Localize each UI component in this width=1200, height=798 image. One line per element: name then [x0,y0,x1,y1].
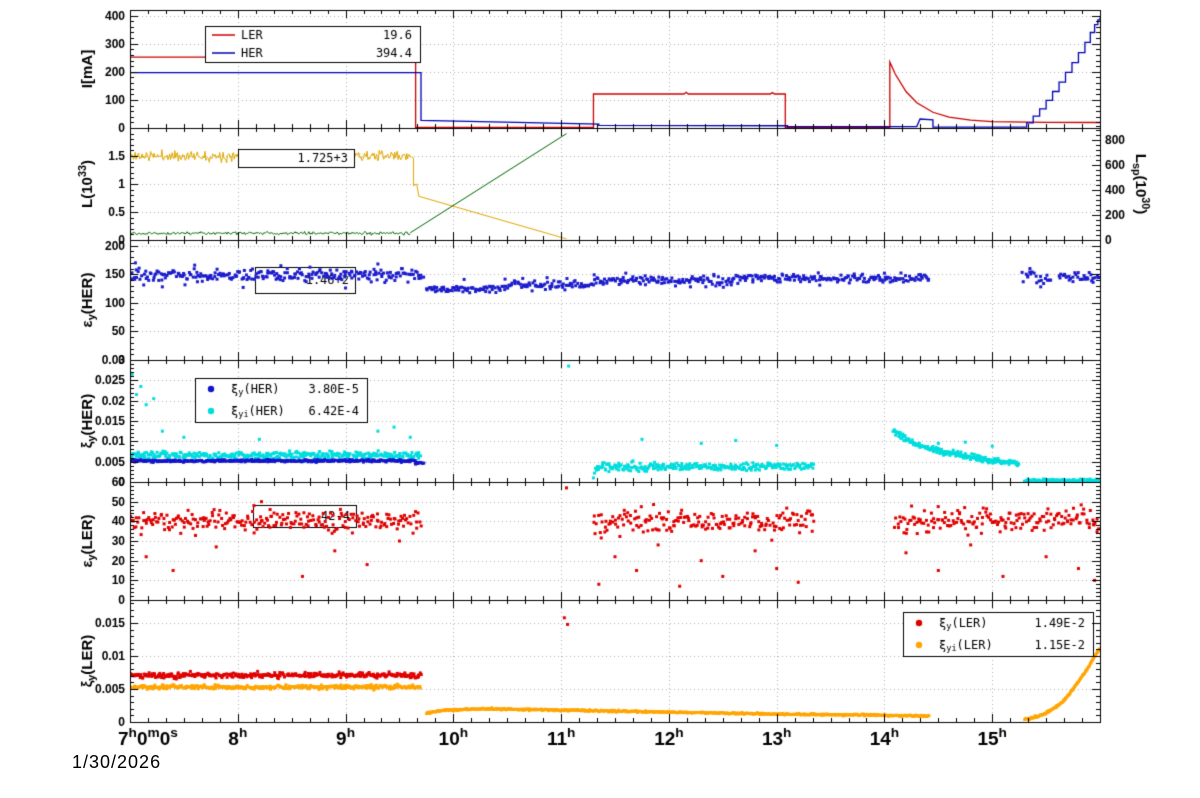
date-label: 1/30/2026 [72,752,162,772]
